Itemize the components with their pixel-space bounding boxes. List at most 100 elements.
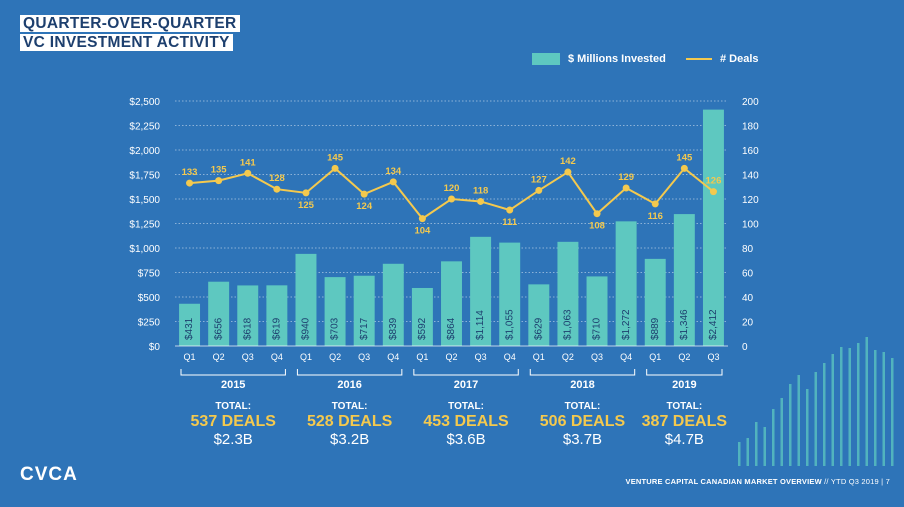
legend-invested-label: $ Millions Invested [568,53,666,65]
bar [353,275,375,346]
deals-value-label: 125 [298,200,315,211]
year-bracket [646,369,723,376]
y-left-tick-label: $1,750 [129,171,160,182]
decorative-bar [780,398,783,466]
deals-value-label: 145 [676,152,693,163]
deals-point [448,195,455,203]
deals-point [709,188,717,196]
deals-value-label: 134 [385,166,402,177]
deals-point [302,189,310,197]
deals-value-label: 124 [356,201,373,212]
deals-value-label: 111 [502,217,518,228]
deals-value-label: 116 [648,211,663,222]
total-deals: 537 DEALS [191,413,277,430]
deals-point [273,185,281,193]
x-tick-label: Q4 [620,352,632,362]
legend-deals-label: # Deals [720,53,759,65]
total-deals: 453 DEALS [423,413,509,430]
x-tick-label: Q2 [678,352,690,362]
title-line-1: QUARTER-OVER-QUARTER [20,15,240,32]
year-label: 2019 [672,379,696,391]
y-left-tick-label: $2,000 [129,146,160,157]
bar [179,303,201,346]
bar-value-label: $2,412 [708,309,719,340]
deals-point [331,164,339,172]
x-tick-label: Q1 [300,352,312,362]
legend-line-swatch [686,58,712,60]
x-tick-label: Q3 [591,352,603,362]
year-bracket [296,369,403,376]
bar [266,285,288,346]
bar [411,287,433,346]
title-line-2: VC INVESTMENT ACTIVITY [20,34,233,51]
deals-point [244,169,252,177]
deals-value-label: 145 [327,152,344,163]
x-tick-label: Q4 [271,352,283,362]
y-left-tick-label: $2,500 [129,97,160,108]
year-bracket [529,369,636,376]
y-left-tick-label: $1,250 [129,220,160,231]
y-left-tick-label: $500 [138,293,161,304]
x-tick-label: Q1 [184,352,196,362]
y-left-tick-label: $1,000 [129,244,160,255]
y-right-tick-label: 200 [742,97,759,108]
bar-value-label: $710 [592,317,603,340]
legend-deals: # Deals [686,53,759,65]
bar [382,263,404,346]
year-label: 2018 [570,379,594,391]
y-left-tick-label: $250 [138,318,161,329]
bar-value-label: $629 [533,317,544,340]
bar-value-label: $1,346 [679,309,690,340]
total-label: TOTAL: [666,401,702,412]
deals-point [418,215,426,223]
bar-value-label: $656 [213,317,224,340]
x-tick-label: Q3 [242,352,254,362]
decorative-bar [831,354,834,466]
year-bracket [180,369,286,376]
x-tick-label: Q2 [445,352,457,362]
y-right-tick-label: 0 [742,342,748,353]
bar [470,236,492,346]
year-label: 2017 [454,379,478,391]
deals-point [535,186,543,194]
deals-point [506,206,514,214]
y-left-tick-label: $0 [149,342,161,353]
decorative-bar [806,389,809,466]
y-right-tick-label: 160 [742,146,759,157]
year-bracket [413,369,519,376]
x-tick-label: Q1 [533,352,545,362]
deals-point [680,164,688,172]
y-right-tick-label: 140 [742,171,759,182]
deals-point [593,210,601,218]
y-left-tick-label: $1,500 [129,195,160,206]
deals-value-label: 104 [414,226,431,237]
bar-value-label: $940 [301,317,312,340]
deals-point [360,190,368,198]
decorative-bar [848,348,851,466]
total-label: TOTAL: [448,401,484,412]
bar-value-label: $1,055 [504,309,515,340]
deals-value-label: 108 [589,221,605,232]
bar-value-label: $1,272 [621,309,632,340]
x-tick-label: Q4 [504,352,516,362]
total-label: TOTAL: [215,401,251,412]
y-right-tick-label: 20 [742,318,754,329]
deals-value-label: 120 [444,183,460,194]
bar-value-label: $864 [446,317,457,340]
deals-point [477,197,485,205]
y-right-tick-label: 60 [742,269,754,280]
decorative-bar [755,422,758,466]
deals-value-label: 135 [211,165,228,176]
x-tick-label: Q3 [475,352,487,362]
deals-value-label: 142 [560,156,576,167]
deals-point [564,168,572,176]
total-amount: $3.2B [330,431,369,448]
decorative-bar [772,409,775,466]
footer-title: VENTURE CAPITAL CANADIAN MARKET OVERVIEW [625,477,822,486]
deals-point [186,179,194,187]
deals-value-label: 133 [182,167,198,178]
x-tick-label: Q3 [707,352,719,362]
decorative-bar [874,350,877,466]
bar [586,276,608,346]
deals-point [622,184,630,192]
